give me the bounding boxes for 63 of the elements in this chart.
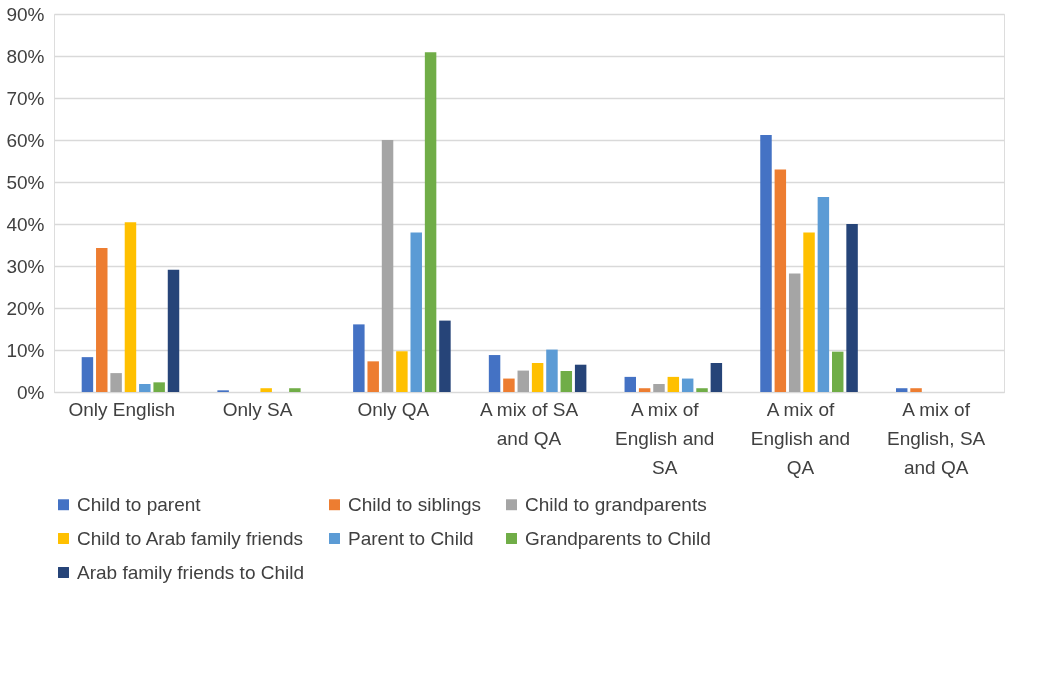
bar <box>574 364 587 392</box>
bar <box>96 247 108 392</box>
legend-label: Grandparents to Child <box>525 527 711 549</box>
y-tick-label: 0% <box>17 381 45 403</box>
bar <box>774 169 787 392</box>
y-tick-label: 80% <box>6 45 45 67</box>
y-tick-label: 20% <box>6 297 45 319</box>
x-tick-label: Only SA <box>222 398 293 420</box>
bar <box>910 388 922 392</box>
bar <box>831 351 844 392</box>
bar <box>653 384 665 392</box>
y-tick-label: 30% <box>6 255 45 277</box>
bar <box>531 363 544 392</box>
bar <box>424 52 437 392</box>
bar <box>153 382 165 392</box>
bar <box>124 222 137 392</box>
x-tick-label: Only QA <box>357 398 430 420</box>
bar <box>667 376 680 392</box>
bar <box>560 371 573 392</box>
y-tick-label: 70% <box>6 87 45 109</box>
bar <box>638 388 651 392</box>
x-tick-label: A mix of English and QA <box>750 398 851 478</box>
bar <box>353 324 365 392</box>
bar <box>817 197 830 392</box>
legend-label: Child to Arab family friends <box>77 527 303 549</box>
bar <box>517 370 529 392</box>
bar <box>488 355 501 392</box>
y-tick-label: 50% <box>6 171 45 193</box>
bar <box>710 363 723 392</box>
x-tick-label: A mix of English and SA <box>615 398 715 478</box>
bar <box>139 384 151 392</box>
bar <box>410 232 422 392</box>
bar <box>681 378 694 392</box>
legend-label: Child to parent <box>77 493 202 515</box>
bar <box>846 224 858 392</box>
legend-label: Arab family friends to Child <box>77 561 305 583</box>
bar <box>788 273 801 392</box>
bar <box>503 378 515 392</box>
bar <box>81 357 94 392</box>
bar <box>895 388 908 392</box>
bar <box>289 388 301 392</box>
y-tick-label: 90% <box>6 3 45 25</box>
x-tick-label: A mix of SA and QA <box>479 398 579 449</box>
y-tick-label: 10% <box>6 339 45 361</box>
bar <box>624 376 637 392</box>
y-tick-label: 60% <box>6 129 45 151</box>
bar <box>803 232 815 392</box>
bar <box>546 349 558 392</box>
bar <box>760 134 772 392</box>
legend-label: Child to siblings <box>348 493 482 515</box>
bar <box>260 388 272 392</box>
bar <box>367 361 379 392</box>
bar <box>439 320 451 392</box>
x-tick-label: A mix of English, SA and QA <box>887 398 986 478</box>
legend-label: Parent to Child <box>348 527 474 549</box>
y-tick-label: 40% <box>6 213 45 235</box>
bar <box>396 351 408 392</box>
x-tick-label: Only English <box>68 398 176 420</box>
bar <box>381 140 394 392</box>
bar <box>167 269 180 392</box>
bar <box>110 373 122 392</box>
legend-label: Child to grandparents <box>525 493 707 515</box>
bar <box>696 388 708 392</box>
